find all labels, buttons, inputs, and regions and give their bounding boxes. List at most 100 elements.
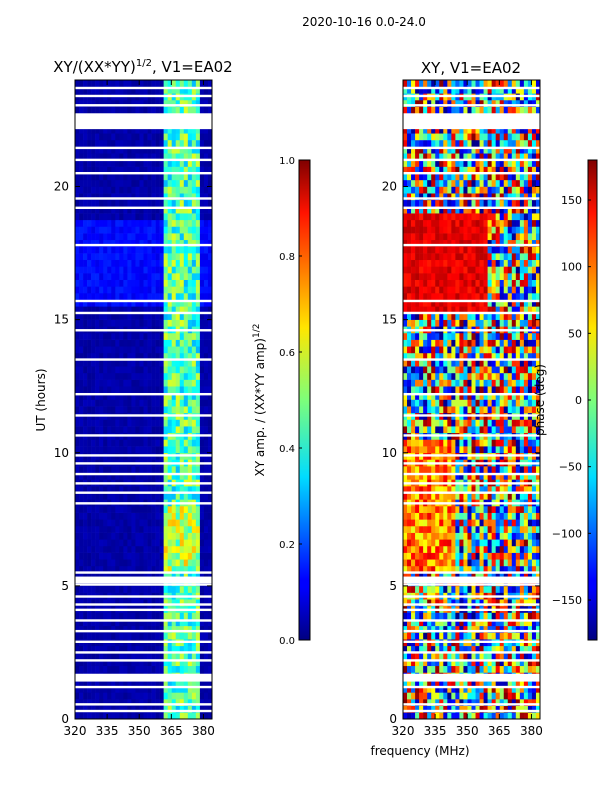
heatmap-cell: [503, 399, 509, 407]
heatmap-cell: [99, 339, 104, 347]
heatmap-cell: [179, 146, 185, 154]
heatmap-cell: [531, 519, 537, 527]
heatmap-cell: [467, 679, 472, 687]
heatmap-cell: [143, 659, 148, 667]
heatmap-cell: [203, 552, 209, 560]
heatmap-cell: [451, 532, 456, 540]
heatmap-cell: [503, 712, 509, 719]
heatmap-cell: [443, 632, 448, 640]
heatmap-cell: [535, 565, 540, 573]
heatmap-cell: [123, 699, 128, 706]
heatmap-cell: [187, 665, 193, 673]
heatmap-cell: [423, 619, 428, 627]
heatmap-cell: [439, 399, 444, 407]
heatmap-cell: [467, 625, 472, 633]
heatmap-cell: [75, 685, 80, 693]
heatmap-cell: [83, 193, 88, 201]
heatmap-cell: [95, 259, 100, 267]
heatmap-cell: [107, 585, 112, 593]
heatmap-cell: [199, 219, 205, 227]
heatmap-cell: [83, 259, 88, 267]
heatmap-cell: [119, 419, 124, 427]
heatmap-cell: [531, 545, 537, 553]
heatmap-cell: [435, 665, 440, 673]
heatmap-cell: [191, 206, 197, 214]
heatmap-cell: [159, 565, 164, 573]
heatmap-cell: [463, 652, 468, 660]
heatmap-cell: [199, 652, 205, 660]
heatmap-cell: [207, 293, 212, 300]
heatmap-cell: [103, 625, 108, 633]
heatmap-cell: [175, 392, 181, 400]
heatmap-cell: [195, 659, 201, 667]
heatmap-cell: [475, 426, 480, 434]
heatmap-cell: [415, 392, 420, 400]
heatmap-cell: [507, 699, 513, 706]
heatmap-cell: [123, 372, 128, 380]
heatmap-cell: [163, 359, 168, 367]
heatmap-cell: [151, 106, 156, 114]
heatmap-cell: [111, 599, 116, 607]
heatmap-cell: [183, 173, 189, 181]
heatmap-cell: [455, 685, 460, 693]
heatmap-cell: [503, 552, 509, 560]
heatmap-cell: [159, 585, 164, 593]
heatmap-cell: [127, 99, 132, 107]
heatmap-cell: [179, 206, 185, 214]
heatmap-cell: [143, 80, 148, 87]
heatmap-cell: [483, 399, 488, 407]
heatmap-cell: [167, 266, 173, 274]
heatmap-cell: [135, 239, 140, 247]
heatmap-cell: [135, 352, 140, 360]
heatmap-cell: [151, 446, 156, 454]
heatmap-cell: [91, 146, 96, 154]
heatmap-cell: [123, 173, 128, 181]
heatmap-cell: [179, 699, 185, 706]
heatmap-cell: [83, 446, 88, 454]
heatmap-cell: [443, 625, 448, 633]
heatmap-cell: [427, 612, 432, 620]
heatmap-cell: [175, 259, 181, 267]
heatmap-cell: [503, 532, 509, 540]
heatmap-cell: [175, 293, 181, 300]
heatmap-cell: [75, 466, 80, 474]
heatmap-cell: [167, 279, 173, 287]
heatmap-cell: [435, 552, 440, 560]
heatmap-cell: [175, 246, 181, 254]
heatmap-cell: [515, 439, 521, 447]
heatmap-cell: [199, 699, 205, 706]
heatmap-cell: [447, 585, 452, 593]
heatmap-cell: [139, 199, 144, 207]
heatmap-cell: [475, 652, 480, 660]
heatmap-cell: [443, 572, 448, 580]
heatmap-cell: [119, 705, 124, 713]
heatmap-cell: [495, 446, 501, 454]
heatmap-cell: [511, 665, 517, 673]
heatmap-cell: [95, 133, 100, 141]
heatmap-cell: [511, 539, 517, 547]
heatmap-cell: [519, 426, 525, 434]
heatmap-cell: [415, 679, 420, 687]
heatmap-cell: [107, 386, 112, 394]
heatmap-cell: [131, 179, 136, 187]
heatmap-cell: [207, 219, 212, 227]
heatmap-cell: [431, 506, 436, 513]
heatmap-cell: [527, 525, 533, 533]
heatmap-cell: [491, 492, 496, 500]
heatmap-cell: [95, 106, 100, 114]
heatmap-cell: [139, 186, 144, 194]
heatmap-cell: [515, 645, 521, 653]
heatmap-cell: [483, 565, 488, 573]
flagged-block: [75, 576, 212, 584]
heatmap-cell: [503, 699, 509, 706]
heatmap-cell: [151, 692, 156, 700]
heatmap-cell: [175, 426, 181, 434]
heatmap-cell: [87, 705, 92, 713]
heatmap-cell: [167, 652, 173, 660]
heatmap-cell: [191, 519, 197, 527]
heatmap-cell: [175, 273, 181, 280]
heatmap-cell: [171, 406, 177, 414]
heatmap-cell: [75, 532, 80, 540]
heatmap-cell: [435, 426, 440, 434]
heatmap-cell: [119, 585, 124, 593]
